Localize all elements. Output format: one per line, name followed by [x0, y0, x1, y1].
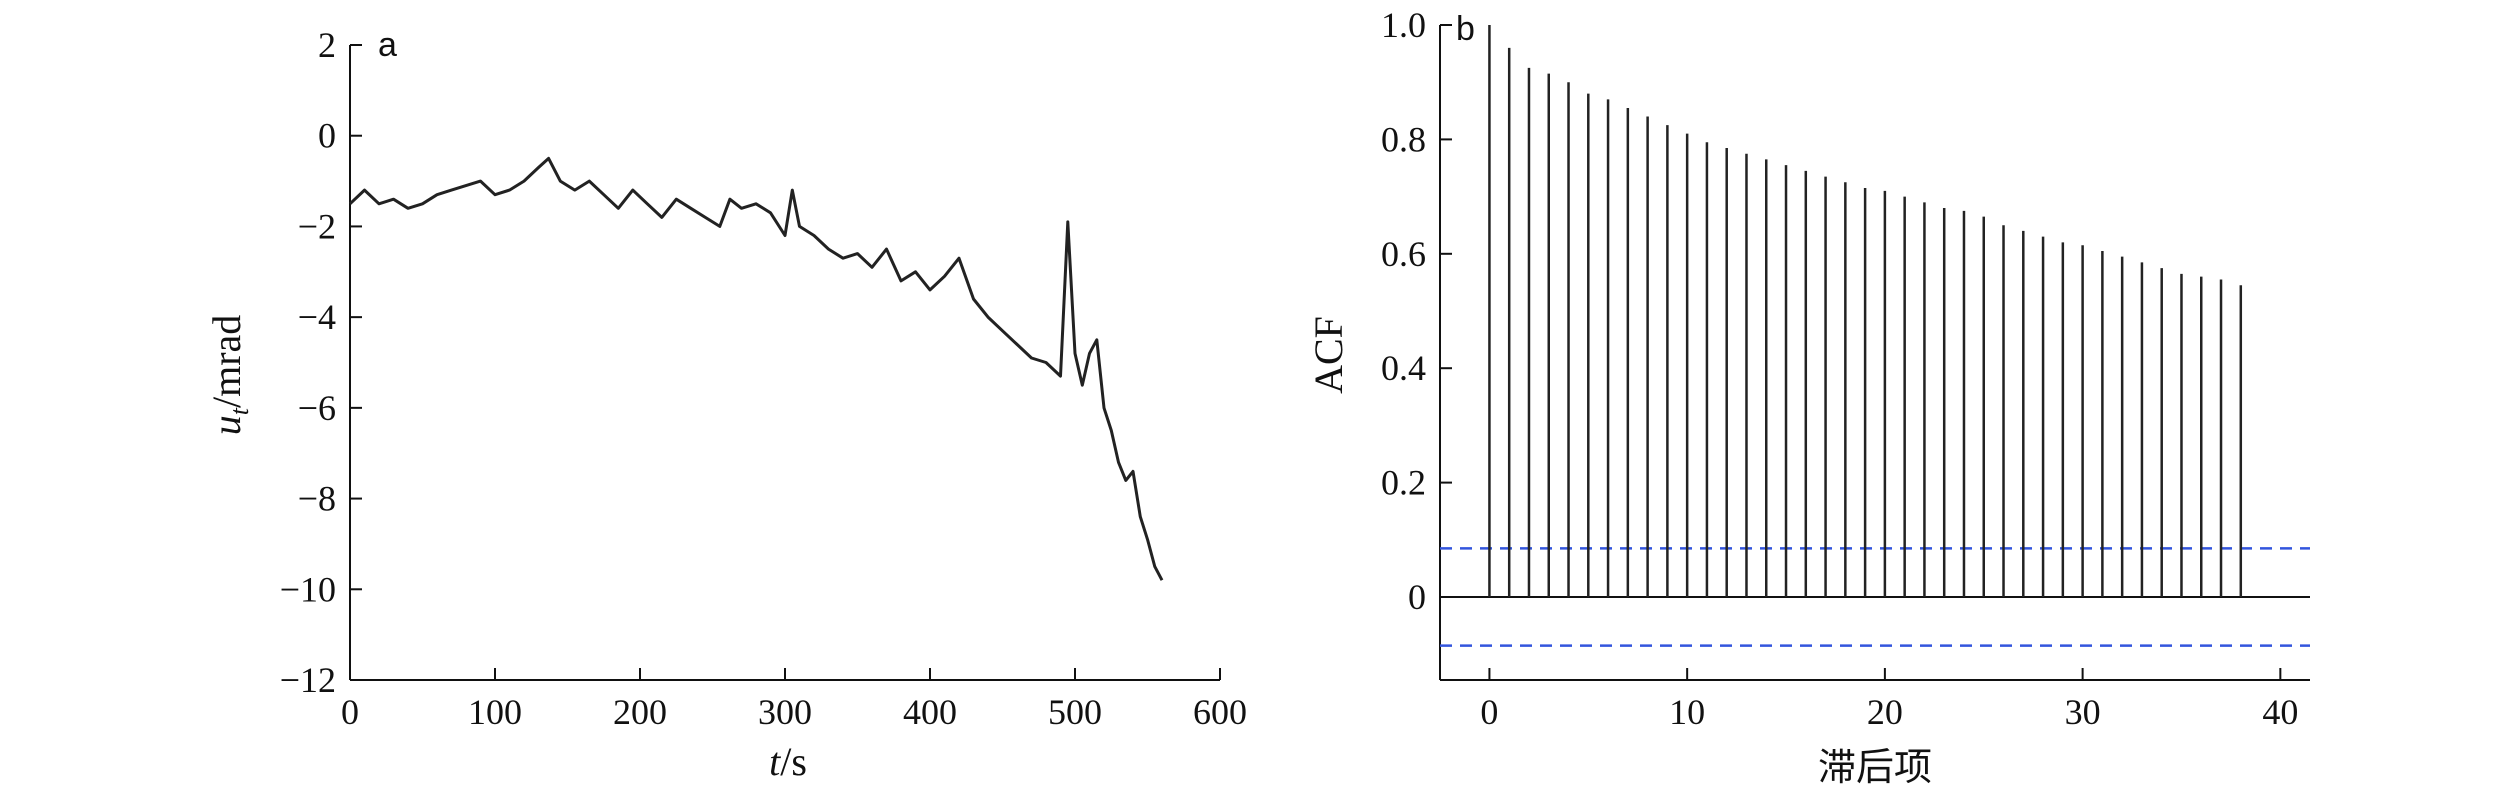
x-tick-label-a: 200 — [613, 692, 667, 732]
y-tick-label-a: −8 — [298, 479, 336, 519]
y-tick-label-b: 0.4 — [1381, 348, 1426, 388]
y-axis-title-a: ut/mrad — [204, 315, 254, 436]
panel-b: b ACF 滞后项 1.0 0.8 0.6 0.4 0.2 0 0 10 20 30 40 — [1306, 5, 2310, 789]
x-tick-label-b: 10 — [1669, 692, 1705, 732]
panel-a-label: a — [378, 26, 397, 64]
y-tick-label-b: 1.0 — [1381, 5, 1426, 45]
x-tick-label-a: 400 — [903, 692, 957, 732]
x-tick-label-b: 40 — [2262, 692, 2298, 732]
series-line-a — [348, 156, 1164, 581]
x-tick-label-b: 30 — [2065, 692, 2101, 732]
x-axis-title-a: t/s — [769, 739, 807, 784]
y-tick-label-b: 0.8 — [1381, 119, 1426, 159]
y-tick-label-b: 0 — [1408, 577, 1426, 617]
x-tick-label-a: 100 — [468, 692, 522, 732]
y-tick-label-b: 0.6 — [1381, 234, 1426, 274]
x-tick-label-a: 600 — [1193, 692, 1247, 732]
y-tick-label-a: 2 — [318, 25, 336, 65]
y-tick-label-a: −2 — [298, 206, 336, 246]
panel-a: a ut/mrad t/s 20−2−4−6−8−10−120 100 200 300… — [204, 25, 1247, 784]
y-tick-label-a: −10 — [280, 569, 336, 609]
x-tick-label-a: 500 — [1048, 692, 1102, 732]
y-tick-label-b: 0.2 — [1381, 463, 1426, 503]
x-tick-label-b: 20 — [1867, 692, 1903, 732]
x-axis-title-b: 滞后项 — [1818, 745, 1932, 789]
y-tick-label-a: −12 — [280, 660, 336, 700]
y-tick-label-a: −4 — [298, 297, 336, 337]
panel-b-label: b — [1456, 10, 1475, 48]
y-tick-label-a: −6 — [298, 388, 336, 428]
y-axis-title-b: ACF — [1306, 316, 1351, 394]
x-tick-label-a: 0 — [341, 692, 359, 732]
x-tick-label-a: 300 — [758, 692, 812, 732]
y-tick-label-a: 0 — [318, 116, 336, 156]
x-tick-label-b: 0 — [1480, 692, 1498, 732]
